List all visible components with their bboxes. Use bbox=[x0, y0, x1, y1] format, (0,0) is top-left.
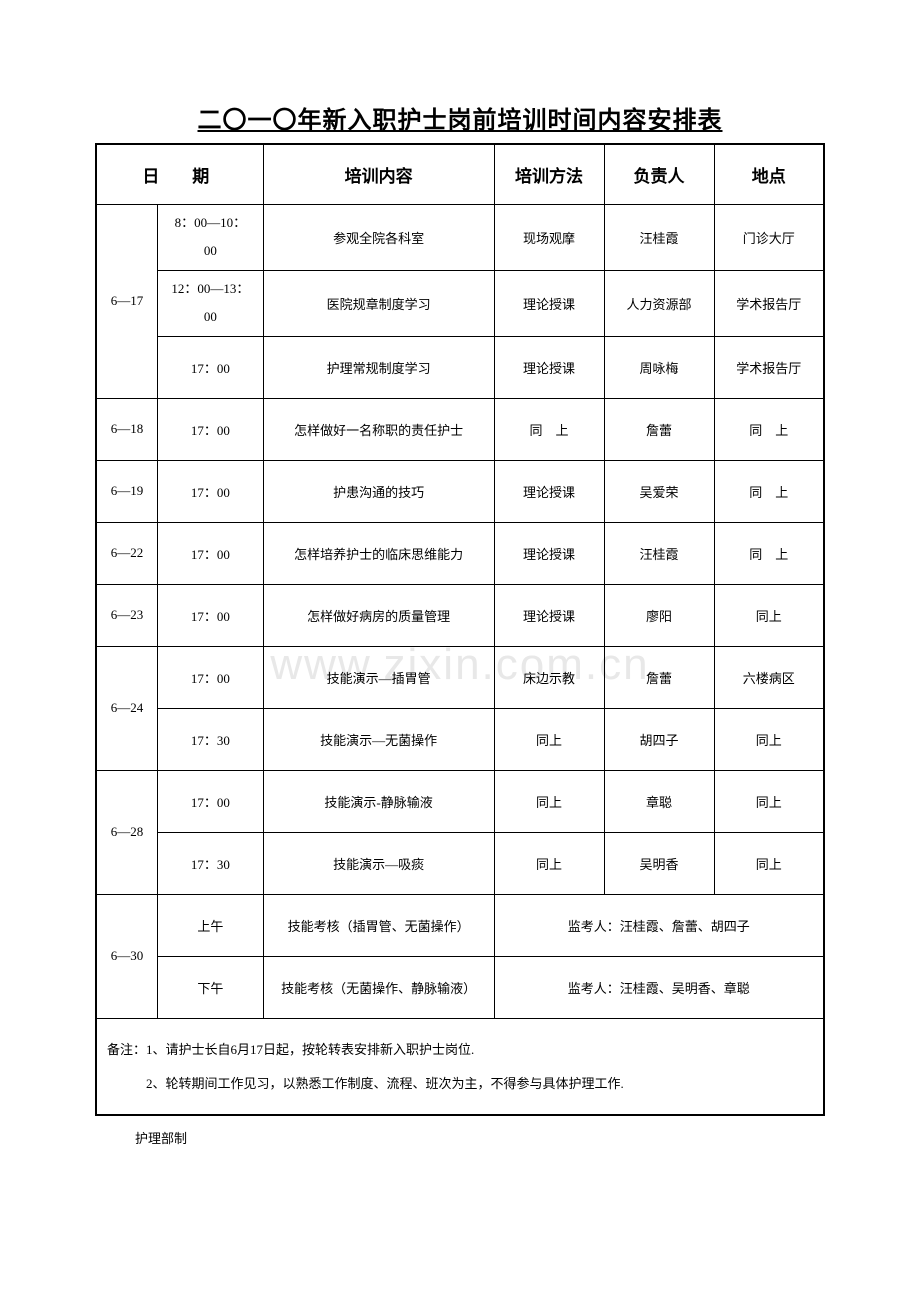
cell-content: 技能演示-静脉输液 bbox=[263, 770, 494, 832]
cell-date: 6—28 bbox=[96, 770, 158, 894]
cell-location: 学术报告厅 bbox=[714, 270, 824, 336]
cell-method: 理论授课 bbox=[494, 522, 604, 584]
table-row: 6—2817：00技能演示-静脉输液同上章聪同上 bbox=[96, 770, 824, 832]
table-header-row: 日 期 培训内容 培训方法 负责人 地点 bbox=[96, 144, 824, 204]
footer-text: 护理部制 bbox=[95, 1116, 825, 1147]
cell-date: 6—30 bbox=[96, 894, 158, 1018]
cell-time: 17：00 bbox=[158, 584, 264, 646]
page-title: 二〇一〇年新入职护士岗前培训时间内容安排表 bbox=[95, 100, 825, 135]
cell-time: 上午 bbox=[158, 894, 264, 956]
cell-person: 詹蕾 bbox=[604, 398, 714, 460]
cell-method: 床边示教 bbox=[494, 646, 604, 708]
table-row: 6—2417：00技能演示—插胃管床边示教詹蕾六楼病区 bbox=[96, 646, 824, 708]
cell-location: 学术报告厅 bbox=[714, 336, 824, 398]
cell-time: 17：30 bbox=[158, 708, 264, 770]
cell-location: 同 上 bbox=[714, 398, 824, 460]
cell-content: 护患沟通的技巧 bbox=[263, 460, 494, 522]
table-row-notes: 备注：1、请护士长自6月17日起，按轮转表安排新入职护士岗位. 2、轮转期间工作… bbox=[96, 1018, 824, 1115]
table-row-exam: 下午技能考核（无菌操作、静脉输液）监考人：汪桂霞、吴明香、章聪 bbox=[96, 956, 824, 1018]
cell-method: 现场观摩 bbox=[494, 204, 604, 270]
cell-date: 6—19 bbox=[96, 460, 158, 522]
cell-time: 下午 bbox=[158, 956, 264, 1018]
cell-method: 理论授课 bbox=[494, 460, 604, 522]
cell-location: 同上 bbox=[714, 708, 824, 770]
header-date: 日 期 bbox=[96, 144, 263, 204]
cell-location: 同上 bbox=[714, 770, 824, 832]
cell-time: 17：00 bbox=[158, 522, 264, 584]
cell-content: 技能演示—无菌操作 bbox=[263, 708, 494, 770]
cell-date: 6—18 bbox=[96, 398, 158, 460]
cell-method: 理论授课 bbox=[494, 336, 604, 398]
cell-time: 17：30 bbox=[158, 832, 264, 894]
cell-person: 吴明香 bbox=[604, 832, 714, 894]
cell-person: 汪桂霞 bbox=[604, 204, 714, 270]
cell-method: 同上 bbox=[494, 708, 604, 770]
cell-person: 周咏梅 bbox=[604, 336, 714, 398]
cell-location: 同上 bbox=[714, 832, 824, 894]
table-row: 12：00—13：00医院规章制度学习理论授课人力资源部学术报告厅 bbox=[96, 270, 824, 336]
cell-method: 同上 bbox=[494, 832, 604, 894]
cell-method: 理论授课 bbox=[494, 270, 604, 336]
cell-examiner: 监考人：汪桂霞、詹蕾、胡四子 bbox=[494, 894, 824, 956]
cell-time: 12：00—13：00 bbox=[158, 270, 264, 336]
cell-time: 17：00 bbox=[158, 646, 264, 708]
cell-date: 6—22 bbox=[96, 522, 158, 584]
table-row: 6—2317：00怎样做好病房的质量管理理论授课廖阳同上 bbox=[96, 584, 824, 646]
cell-content: 怎样培养护士的临床思维能力 bbox=[263, 522, 494, 584]
cell-time: 17：00 bbox=[158, 460, 264, 522]
cell-person: 廖阳 bbox=[604, 584, 714, 646]
table-row: 6—178：00—10：00参观全院各科室现场观摩汪桂霞门诊大厅 bbox=[96, 204, 824, 270]
cell-content: 技能演示—吸痰 bbox=[263, 832, 494, 894]
table-row: 6—1917：00护患沟通的技巧理论授课吴爱荣同 上 bbox=[96, 460, 824, 522]
cell-person: 人力资源部 bbox=[604, 270, 714, 336]
cell-person: 汪桂霞 bbox=[604, 522, 714, 584]
cell-location: 同 上 bbox=[714, 522, 824, 584]
cell-time: 17：00 bbox=[158, 398, 264, 460]
header-person: 负责人 bbox=[604, 144, 714, 204]
header-location: 地点 bbox=[714, 144, 824, 204]
cell-person: 吴爱荣 bbox=[604, 460, 714, 522]
cell-date: 6—23 bbox=[96, 584, 158, 646]
cell-method: 理论授课 bbox=[494, 584, 604, 646]
cell-date: 6—17 bbox=[96, 204, 158, 398]
cell-content: 怎样做好一名称职的责任护士 bbox=[263, 398, 494, 460]
cell-person: 詹蕾 bbox=[604, 646, 714, 708]
cell-content: 技能考核（无菌操作、静脉输液） bbox=[263, 956, 494, 1018]
cell-content: 护理常规制度学习 bbox=[263, 336, 494, 398]
cell-method: 同 上 bbox=[494, 398, 604, 460]
cell-time: 17：00 bbox=[158, 770, 264, 832]
cell-notes: 备注：1、请护士长自6月17日起，按轮转表安排新入职护士岗位. 2、轮转期间工作… bbox=[96, 1018, 824, 1115]
cell-content: 技能考核（插胃管、无菌操作） bbox=[263, 894, 494, 956]
cell-time: 17：00 bbox=[158, 336, 264, 398]
cell-date: 6—24 bbox=[96, 646, 158, 770]
cell-content: 技能演示—插胃管 bbox=[263, 646, 494, 708]
cell-examiner: 监考人：汪桂霞、吴明香、章聪 bbox=[494, 956, 824, 1018]
table-row: 17：30技能演示—无菌操作同上胡四子同上 bbox=[96, 708, 824, 770]
cell-content: 怎样做好病房的质量管理 bbox=[263, 584, 494, 646]
table-row: 6—1817：00怎样做好一名称职的责任护士同 上詹蕾同 上 bbox=[96, 398, 824, 460]
cell-person: 胡四子 bbox=[604, 708, 714, 770]
header-method: 培训方法 bbox=[494, 144, 604, 204]
cell-content: 医院规章制度学习 bbox=[263, 270, 494, 336]
schedule-table: 日 期 培训内容 培训方法 负责人 地点 6—178：00—10：00参观全院各… bbox=[95, 143, 825, 1116]
cell-location: 同上 bbox=[714, 584, 824, 646]
cell-location: 门诊大厅 bbox=[714, 204, 824, 270]
table-row: 6—2217：00怎样培养护士的临床思维能力理论授课汪桂霞同 上 bbox=[96, 522, 824, 584]
table-row: 17：00护理常规制度学习理论授课周咏梅学术报告厅 bbox=[96, 336, 824, 398]
cell-person: 章聪 bbox=[604, 770, 714, 832]
table-row: 17：30技能演示—吸痰同上吴明香同上 bbox=[96, 832, 824, 894]
cell-location: 同 上 bbox=[714, 460, 824, 522]
cell-location: 六楼病区 bbox=[714, 646, 824, 708]
cell-method: 同上 bbox=[494, 770, 604, 832]
table-row-exam: 6—30上午技能考核（插胃管、无菌操作）监考人：汪桂霞、詹蕾、胡四子 bbox=[96, 894, 824, 956]
cell-content: 参观全院各科室 bbox=[263, 204, 494, 270]
cell-time: 8：00—10：00 bbox=[158, 204, 264, 270]
header-content: 培训内容 bbox=[263, 144, 494, 204]
